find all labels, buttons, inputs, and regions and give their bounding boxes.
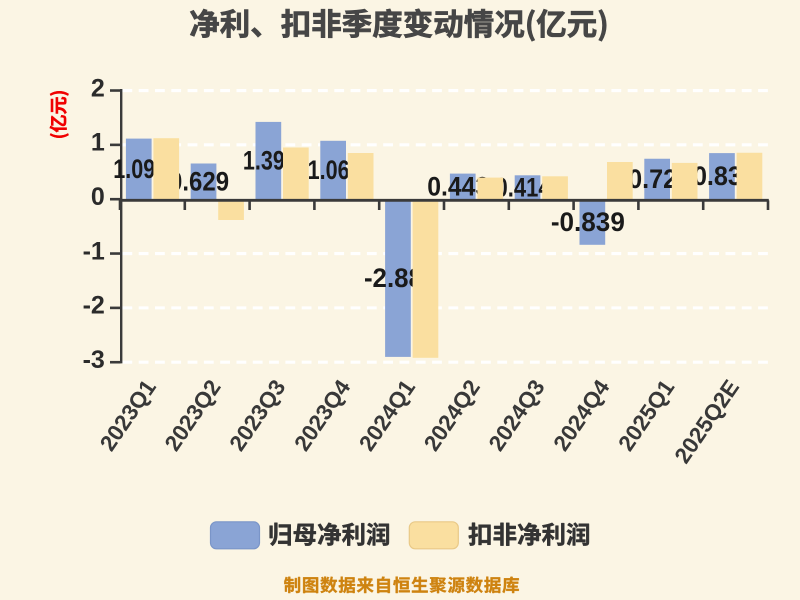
svg-text:1.06: 1.06 bbox=[308, 155, 350, 185]
svg-text:-3: -3 bbox=[83, 346, 105, 374]
svg-text:0: 0 bbox=[91, 183, 105, 211]
svg-text:-1: -1 bbox=[83, 237, 105, 265]
svg-text:1: 1 bbox=[91, 129, 105, 157]
svg-text:0.83: 0.83 bbox=[693, 161, 742, 191]
svg-text:0.414: 0.414 bbox=[496, 172, 551, 202]
svg-text:0.72: 0.72 bbox=[628, 164, 677, 194]
svg-text:2: 2 bbox=[91, 74, 105, 102]
svg-text:-0.839: -0.839 bbox=[551, 207, 625, 237]
svg-text:1.09: 1.09 bbox=[113, 154, 155, 184]
svg-text:1.39: 1.39 bbox=[243, 146, 285, 176]
svg-text:-2: -2 bbox=[83, 292, 105, 320]
